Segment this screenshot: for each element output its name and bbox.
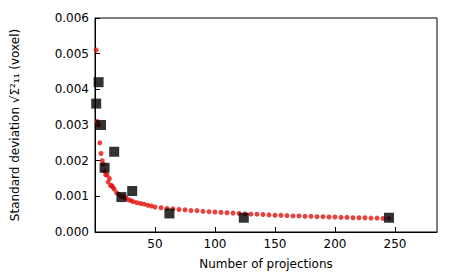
svg-text:0.006: 0.006 (55, 11, 89, 25)
svg-text:250: 250 (384, 237, 407, 251)
svg-text:Standard deviation √Σ²₁₁ (voxe: Standard deviation √Σ²₁₁ (voxel) (8, 29, 22, 221)
svg-text:0.004: 0.004 (55, 82, 89, 96)
svg-text:150: 150 (264, 237, 287, 251)
svg-text:50: 50 (147, 237, 162, 251)
svg-text:0.001: 0.001 (55, 189, 89, 203)
svg-text:200: 200 (324, 237, 347, 251)
svg-text:0.005: 0.005 (55, 47, 89, 61)
svg-text:Number of projections: Number of projections (199, 257, 333, 271)
svg-text:0.003: 0.003 (55, 118, 89, 132)
svg-text:100: 100 (204, 237, 227, 251)
svg-text:0.002: 0.002 (55, 154, 89, 168)
svg-text:0.000: 0.000 (55, 225, 89, 239)
